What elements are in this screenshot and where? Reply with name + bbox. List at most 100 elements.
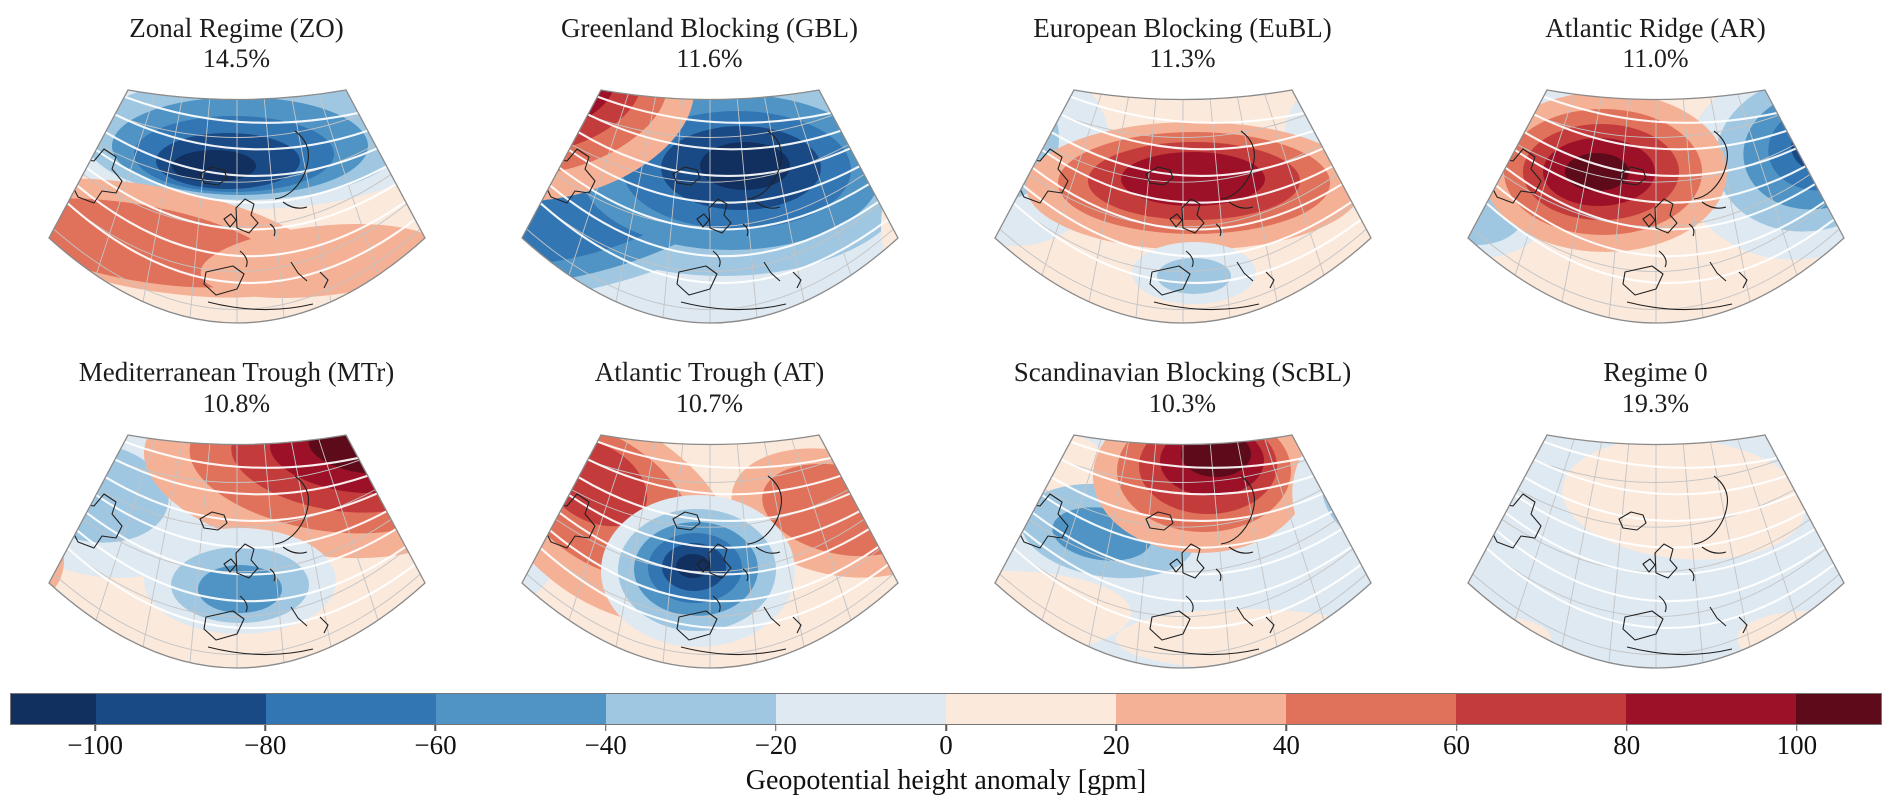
panel-title: Greenland Blocking (GBL): [561, 13, 858, 43]
panel-frequency: 11.3%: [1149, 44, 1216, 74]
panel-title: Mediterranean Trough (MTr): [78, 357, 395, 388]
height-contour-line: [1533, 113, 1788, 151]
regime-map-ar: [1467, 89, 1845, 324]
coastline: [1688, 223, 1695, 237]
coastline: [1265, 616, 1275, 633]
graticule-meridian: [189, 443, 211, 663]
graticule-meridian: [1514, 438, 1575, 620]
graticule-meridian: [1135, 443, 1157, 663]
height-contour-line: [66, 202, 416, 285]
anomaly-contour: [1344, 434, 1371, 522]
height-contour-line: [587, 113, 842, 151]
coastline: [203, 265, 245, 296]
regime-panel-zo: Zonal Regime (ZO) 14.5%: [0, 12, 473, 326]
height-contour-line: [1050, 131, 1324, 178]
colorbar-tickmark: [434, 724, 437, 731]
map-border: [521, 89, 899, 324]
anomaly-contour: [1116, 608, 1371, 668]
coastline: [1622, 265, 1664, 296]
coastline: [207, 301, 314, 311]
coastline: [290, 261, 308, 282]
anomaly-contour: [49, 514, 64, 607]
graticule-meridian: [1237, 97, 1278, 303]
regime-map-eubl: [994, 89, 1372, 324]
coastline: [763, 606, 781, 626]
coastline: [1185, 250, 1194, 268]
height-contour-line: [577, 475, 851, 522]
height-contour-line: [1485, 202, 1835, 285]
panel-title: Regime 0: [1603, 357, 1708, 388]
coastline: [1220, 475, 1256, 545]
colorbar-tick-label: −80: [244, 729, 287, 760]
anomaly-contour: [1121, 152, 1265, 207]
anomaly-contour: [1376, 428, 1419, 490]
anomaly-contour: [1565, 153, 1629, 192]
coastline: [1658, 250, 1667, 268]
graticule-meridian: [568, 438, 629, 620]
graticule-meridian: [1041, 438, 1102, 620]
coastline: [542, 493, 596, 549]
panel-frequency: 11.0%: [1622, 44, 1689, 74]
height-contour-line: [1060, 113, 1315, 151]
map-content: [522, 90, 898, 324]
colorbar-tick-label: 20: [1102, 729, 1130, 760]
height-contour-line: [568, 149, 861, 204]
coastline: [1688, 568, 1695, 581]
graticule-meridian: [95, 94, 156, 276]
panel-title: Scandinavian Blocking (ScBL): [1013, 357, 1352, 388]
coastline: [1215, 568, 1222, 581]
coastline: [680, 301, 787, 311]
coastline: [319, 271, 329, 289]
regime-panel-mtr: Mediterranean Trough (MTr) 10.8%: [0, 356, 473, 670]
regime-panel-ar: Atlantic Ridge (AR) 11.0%: [1419, 12, 1892, 326]
coastline: [676, 265, 718, 296]
regime-panel-scbl: Scandinavian Blocking (ScBL) 10.3%: [946, 356, 1419, 670]
anomaly-contour: [1468, 616, 1551, 661]
height-contour-line: [1495, 529, 1826, 602]
colorbar: −100 −80 −60 −40 −20 0 20 40 60 80 100 Geopotentia…: [10, 692, 1882, 797]
coastline: [203, 610, 245, 641]
coastline: [1181, 543, 1205, 579]
coastline: [223, 213, 237, 228]
colorbar-segment: [1286, 693, 1456, 724]
colorbar-segment: [266, 693, 436, 724]
coastline: [1658, 595, 1667, 612]
height-contour-line: [124, 440, 359, 469]
coastline: [755, 201, 781, 210]
coastline: [712, 595, 721, 612]
coastline: [1228, 201, 1254, 210]
graticule-meridian: [189, 99, 211, 319]
coastline: [676, 610, 718, 641]
colorbar-tickmark: [1455, 724, 1458, 731]
colorbar-tickmark: [264, 724, 267, 731]
regime-map-gbl: [521, 89, 899, 324]
height-contour-line: [1070, 95, 1305, 125]
coastline: [69, 148, 123, 204]
coastline: [1265, 271, 1275, 289]
height-contour-line: [1543, 440, 1778, 469]
colorbar-segment: [946, 693, 1116, 724]
anomaly-contour: [522, 90, 589, 115]
map-content: [49, 434, 425, 668]
height-contour-line: [1041, 149, 1334, 204]
coastline: [239, 250, 248, 268]
coastline: [708, 198, 732, 234]
coastline: [1701, 546, 1727, 554]
height-contour-line: [114, 458, 369, 495]
colorbar-tick-label: 80: [1613, 729, 1641, 760]
height-contour-line: [597, 440, 832, 469]
coastline: [1220, 130, 1256, 200]
graticule-meridian: [1561, 441, 1602, 647]
coastline: [274, 130, 310, 200]
regime-map-scbl: [994, 428, 1419, 669]
colorbar-segment: [96, 693, 266, 724]
coastline: [696, 558, 710, 573]
colorbar-segment: [1456, 693, 1626, 724]
graticule-meridian: [1710, 97, 1751, 303]
coastline: [69, 493, 123, 549]
coastline: [542, 148, 596, 204]
regime-panel-at: Atlantic Trough (AT) 10.7%: [473, 356, 946, 670]
coastline: [1654, 543, 1678, 579]
panel-title: Zonal Regime (ZO): [129, 13, 344, 43]
graticule-meridian: [291, 441, 332, 647]
